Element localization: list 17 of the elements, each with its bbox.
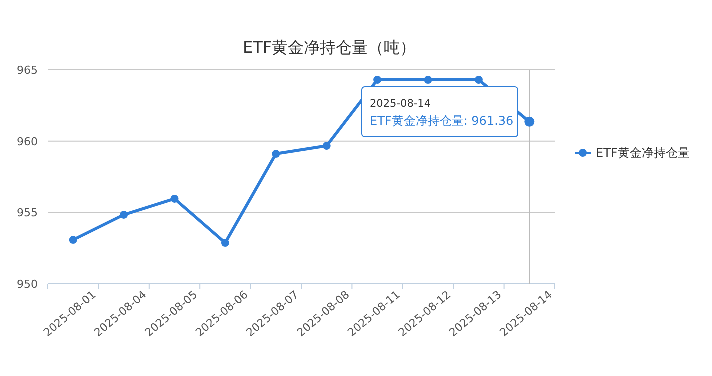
- y-tick-label: 950: [17, 278, 38, 291]
- chart-title: ETF黄金净持仓量（吨）: [242, 38, 416, 57]
- point: [374, 76, 382, 84]
- point: [221, 239, 230, 248]
- y-tick-label: 955: [17, 206, 38, 220]
- point: [424, 76, 432, 84]
- point: [322, 142, 331, 150]
- y-tick-label: 960: [17, 135, 38, 148]
- annotation: ETF黄金净持仓量: 961.36: [370, 114, 514, 128]
- y-tick-label: 965: [17, 64, 38, 77]
- legend-label: ETF黄金净持仓量: [596, 146, 690, 160]
- point: [120, 210, 128, 219]
- point: [170, 194, 179, 203]
- point: [474, 76, 483, 84]
- point: [69, 236, 78, 244]
- point: [272, 150, 280, 158]
- annotation: 2025-08-14: [370, 98, 432, 110]
